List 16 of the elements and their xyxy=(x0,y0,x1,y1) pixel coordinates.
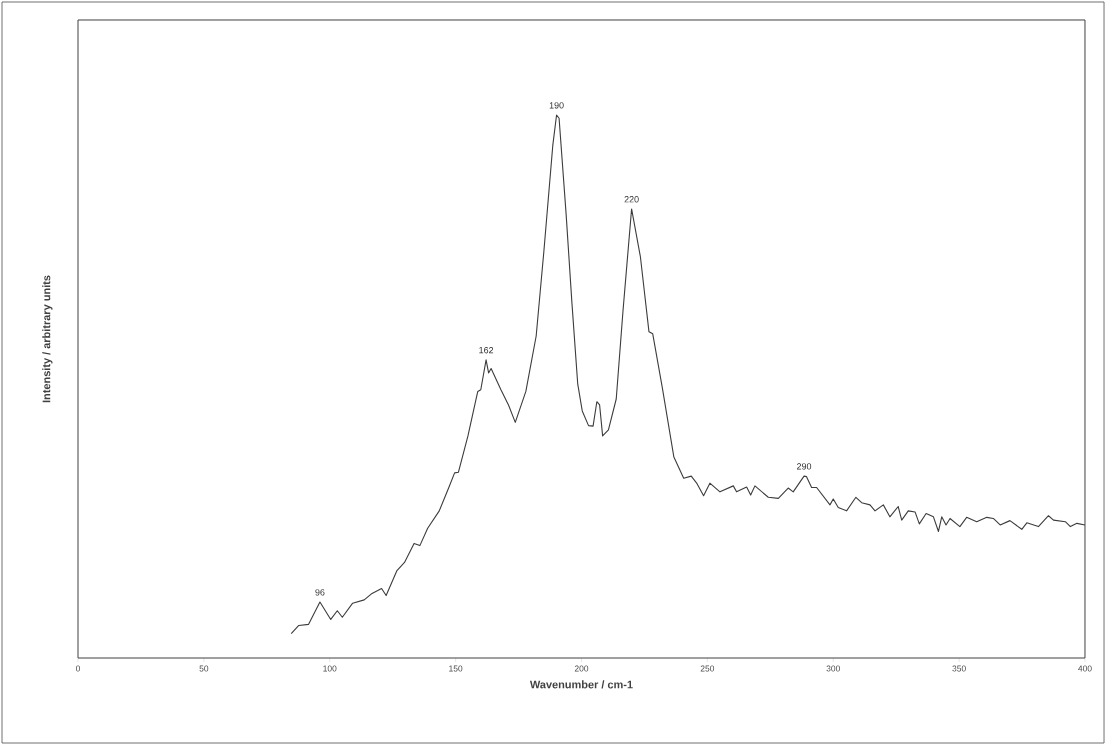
x-tick-label: 350 xyxy=(952,665,966,672)
annotation: 162 xyxy=(479,347,494,354)
x-tick-label: 50 xyxy=(199,665,209,672)
y-axis-title: Intensity / arbitrary units xyxy=(42,275,53,403)
x-tick-label: 100 xyxy=(323,665,337,672)
x-tick-label: 0 xyxy=(75,665,81,672)
x-tick-label: 400 xyxy=(1078,665,1092,672)
annotation: 96 xyxy=(315,589,325,596)
x-tick-label: 150 xyxy=(449,665,463,672)
x-tick-label: 250 xyxy=(700,665,715,672)
annotation: 290 xyxy=(797,463,812,470)
x-tick-label: 200 xyxy=(574,665,589,672)
x-tick-label: 300 xyxy=(826,665,840,672)
x-axis-title: Wavenumber / cm-1 xyxy=(529,680,633,689)
annotation: 190 xyxy=(549,102,564,109)
annotation: 220 xyxy=(624,196,639,203)
